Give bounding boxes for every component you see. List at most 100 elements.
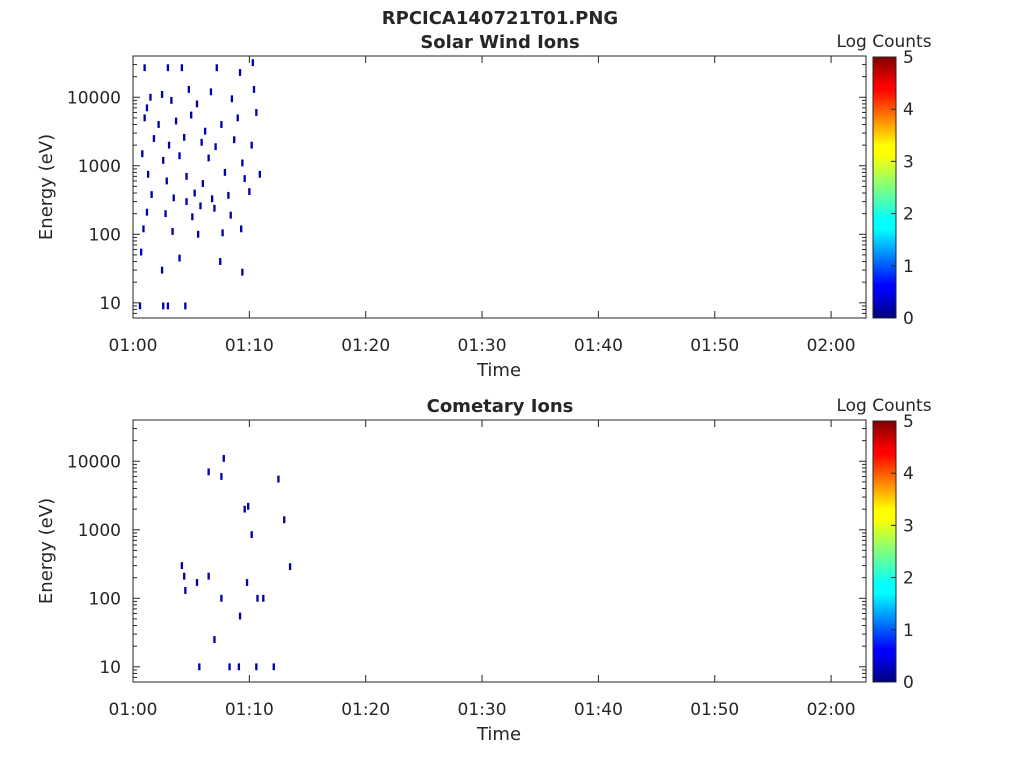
heatmap-cell [143,64,146,72]
panel-title: Solar Wind Ions [420,32,579,53]
heatmap-cell [184,587,187,594]
x-tick-label: 01:10 [225,336,274,356]
heatmap-cell [178,152,181,160]
y-tick-label: 10000 [67,88,121,108]
heatmap-cell [164,210,167,218]
x-tick-label: 01:40 [574,700,623,720]
x-tick-label: 01:20 [341,336,390,356]
x-tick-label: 02:00 [807,700,856,720]
heatmap-cell [152,135,156,142]
heatmap-cell [171,228,174,235]
heatmap-cell [183,133,186,141]
heatmap-cell [220,121,223,128]
y-tick-label: 100 [89,225,121,245]
y-tick-label: 10 [99,294,121,314]
heatmap-cell [187,86,191,93]
heatmap-cell [193,189,196,197]
heatmap-cell [201,180,204,187]
heatmap-cell [213,636,216,643]
y-tick-label: 10 [99,658,121,678]
heatmap-cell [160,266,164,274]
heatmap-cell [207,468,210,476]
x-tick-label: 01:30 [458,700,507,720]
colorbar-tick-label: 2 [903,569,914,589]
figure-title: RPCICA140721T01.PNG [382,8,618,29]
heatmap-cell [272,663,275,671]
y-tick-label: 100 [89,589,121,609]
heatmap-cell [252,86,256,93]
heatmap-cell [222,454,225,462]
heatmap-cell [220,473,223,480]
heatmap-cell [229,211,232,219]
x-axis-label: Time [476,724,521,745]
heatmap-cells [180,454,292,671]
heatmap-cell [145,104,149,112]
x-tick-label: 01:30 [458,336,507,356]
heatmap-cell [238,612,242,620]
heatmap-cell [180,64,184,72]
heatmap-cell [228,663,231,671]
heatmap-cell [203,127,207,135]
colorbar-tick-label: 5 [903,412,914,432]
x-tick-label: 01:10 [225,700,274,720]
heatmap-cell [241,159,244,167]
heatmap-cell [283,516,286,524]
heatmap-cell [214,143,217,151]
y-ticks: 10 100 1000 10000 [67,55,866,319]
heatmap-cell [243,505,246,513]
heatmap-cell [288,563,292,571]
heatmap-cell [191,213,194,221]
heatmap-cell [207,154,210,162]
heatmap-cell [165,177,168,185]
y-tick-label: 10000 [67,452,121,472]
heatmap-cell [258,170,261,178]
heatmap-cell [255,109,258,116]
x-tick-label: 01:20 [341,700,390,720]
heatmap-cell [237,663,241,671]
plot-area [132,55,867,319]
heatmap-cell [172,194,175,202]
heatmap-cell [221,229,224,237]
heatmap-cells [138,59,261,310]
heatmap-cell [223,168,227,176]
plot-area [132,419,867,683]
colorbar-ticks: 0 1 2 3 4 5 [891,48,914,329]
heatmap-cell [157,121,160,128]
colorbar-label: Log Counts [836,396,931,416]
panel-solar-wind: Solar Wind Ions Log Counts 01:00 01:10 01:… [36,32,932,381]
heatmap-cell [198,663,201,671]
heatmap-cell [241,268,244,276]
heatmap-cell [245,579,249,586]
heatmap-cell [145,208,149,216]
heatmap-cell [256,594,259,602]
heatmap-cell [251,59,255,67]
colorbar [872,420,897,683]
heatmap-cell [230,95,234,103]
colorbar-tick-label: 1 [903,257,914,277]
heatmap-cell [185,172,188,180]
colorbar-ticks: 0 1 2 3 4 5 [891,412,914,693]
heatmap-cell [248,188,251,195]
heatmap-cell [170,96,173,104]
heatmap-cell [174,117,178,125]
heatmap-cell [142,225,145,233]
colorbar-tick-label: 1 [903,621,914,641]
heatmap-cell [180,562,184,570]
heatmap-cell [150,191,153,198]
heatmap-cell [277,475,280,483]
heatmap-cell [183,572,186,580]
heatmap-cell [195,579,199,586]
heatmap-cell [238,69,242,76]
heatmap-cell [243,175,246,183]
heatmap-cell [219,258,222,265]
heatmap-cell [162,302,165,310]
heatmap-cell [139,248,143,256]
x-tick-label: 02:00 [807,336,856,356]
heatmap-cell [247,502,250,510]
heatmap-cell [200,138,203,146]
heatmap-cell [233,136,236,144]
colorbar-tick-label: 4 [903,100,914,120]
x-tick-label: 01:40 [574,336,623,356]
heatmap-cell [166,302,170,310]
colorbar-tick-label: 4 [903,464,914,484]
